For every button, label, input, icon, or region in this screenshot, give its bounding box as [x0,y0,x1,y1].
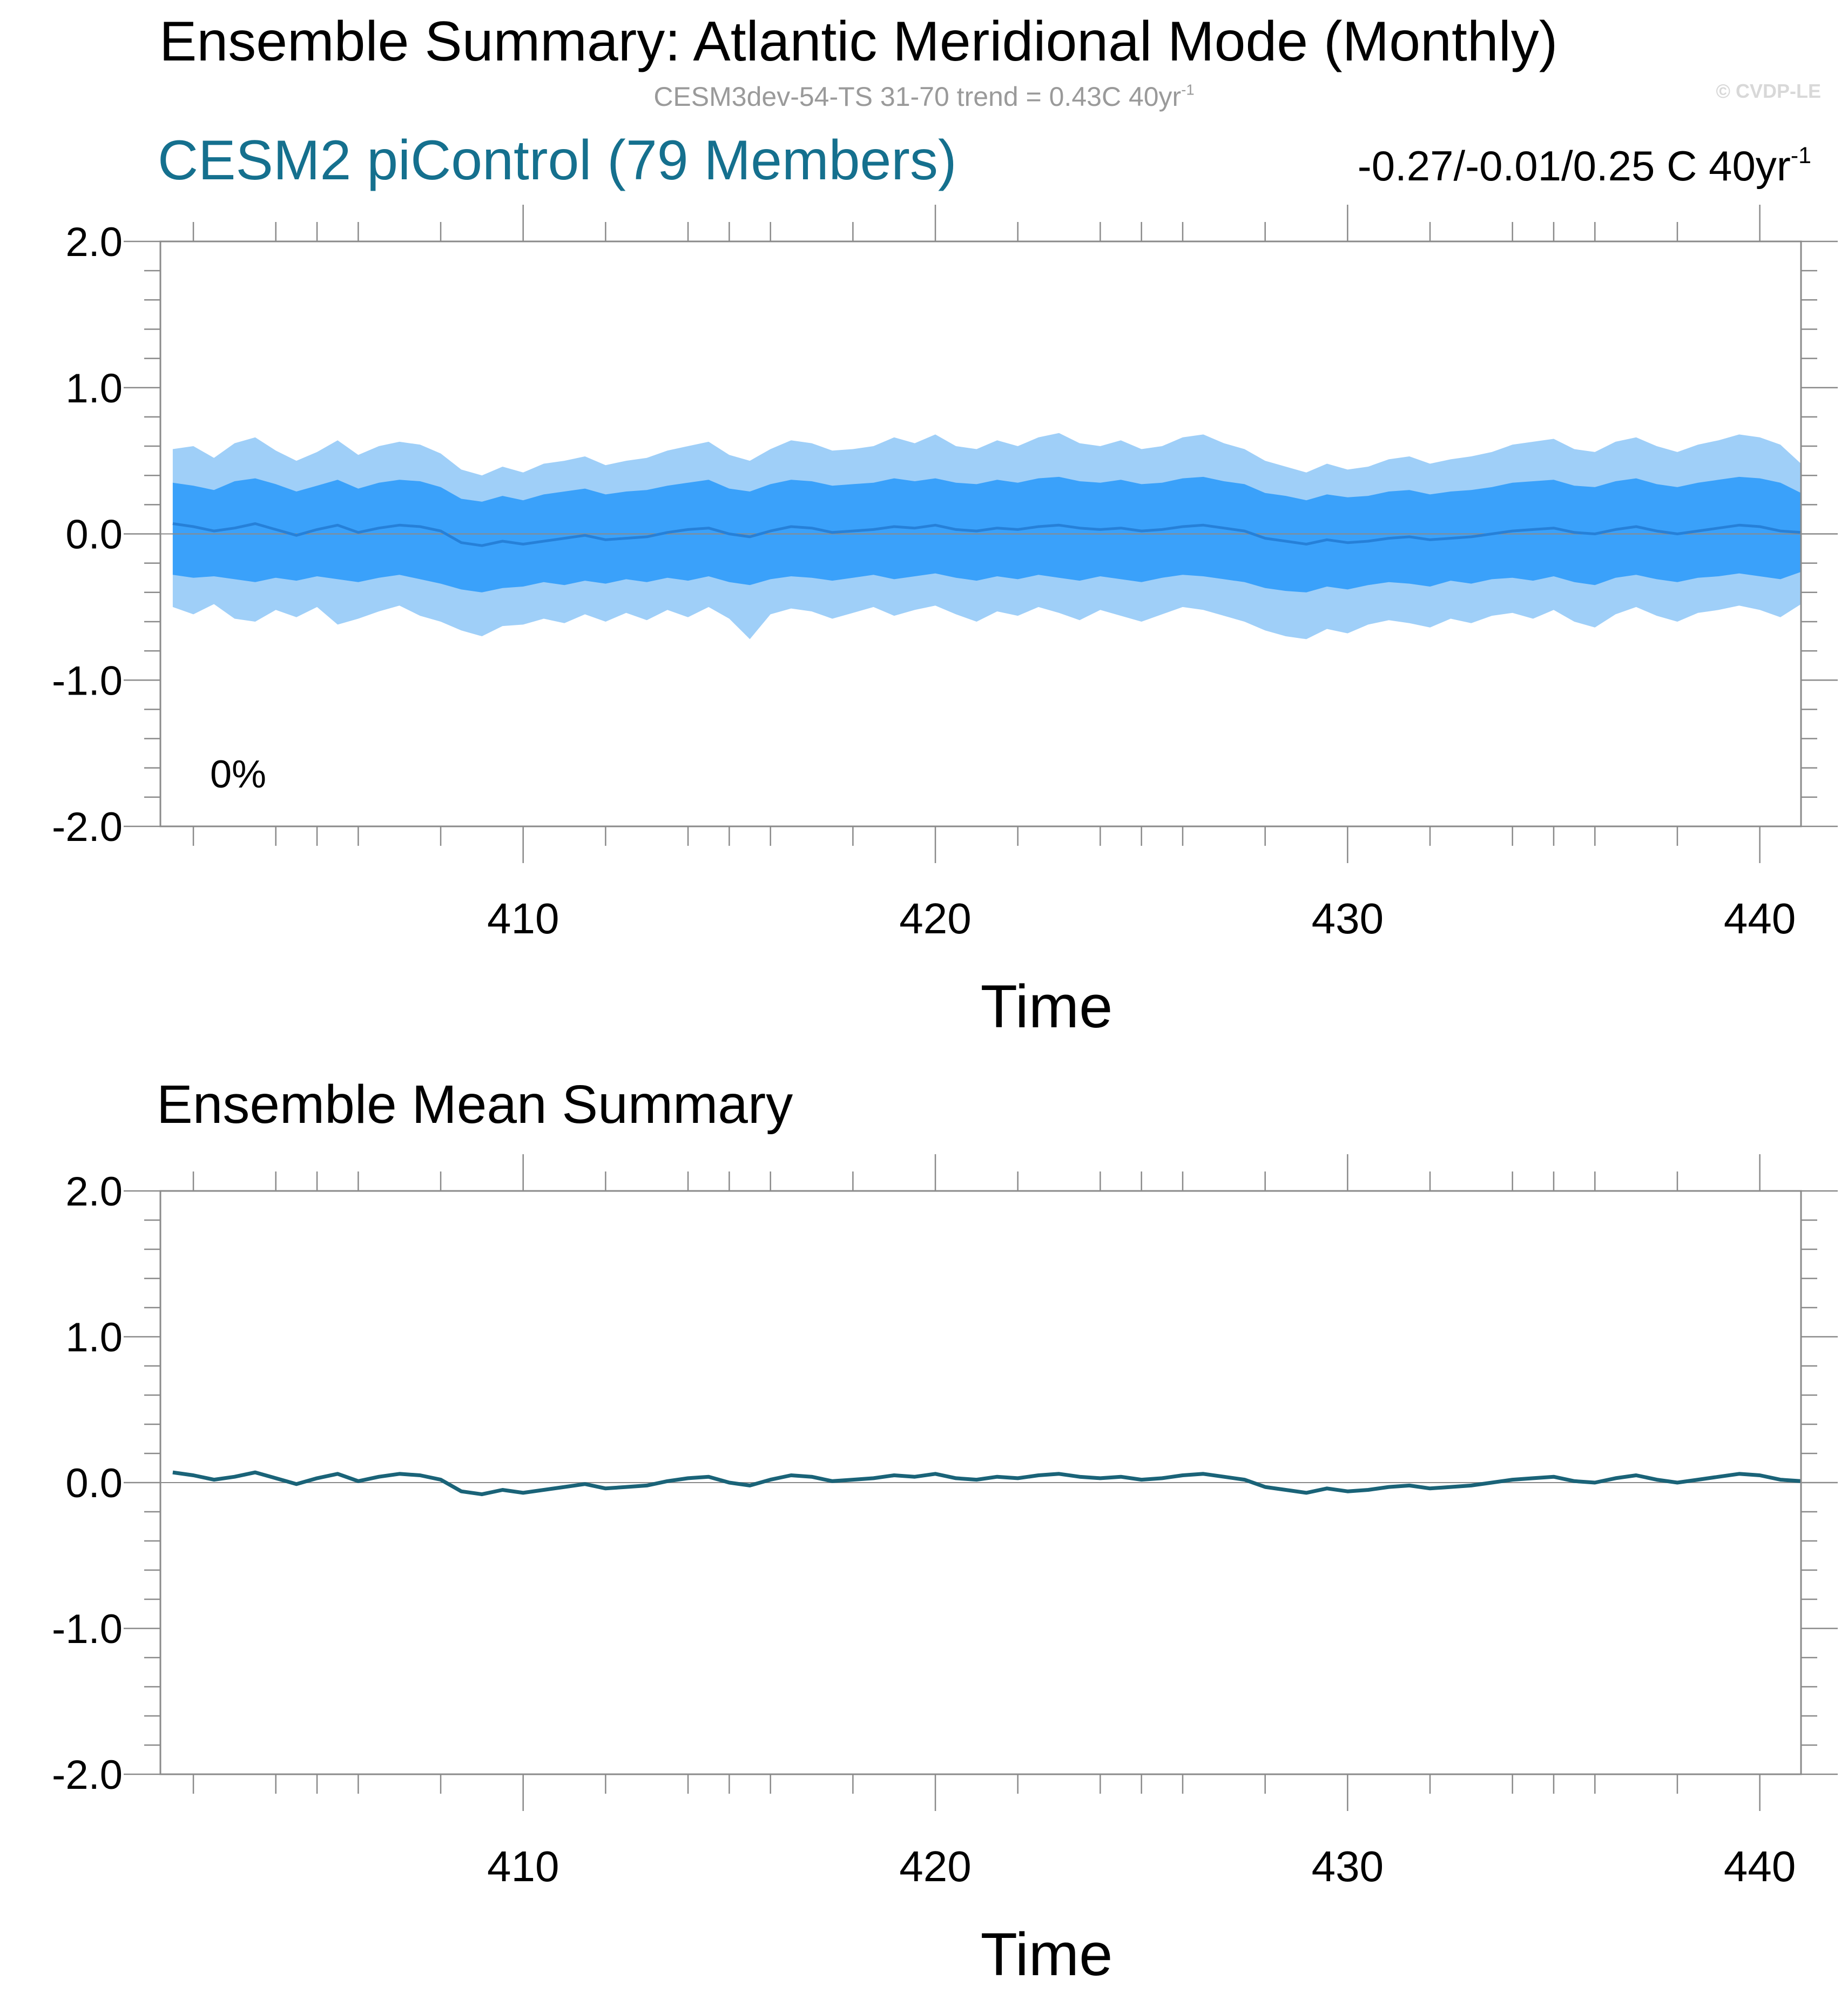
x-tick-label: 410 [487,894,559,942]
main-title: Ensemble Summary: Atlantic Meridional Mo… [159,10,1558,73]
x-tick-label: 440 [1724,894,1796,942]
subtitle-text: CESM3dev-54-TS 31-70 trend = 0.43C 40yr [653,82,1182,112]
y-tick-label: -2.0 [52,804,123,850]
ensemble-mean-line [172,522,1802,547]
x-axis-label: Time [981,973,1113,1040]
trend-range: -0.27/-0.01/0.25 C 40yr-1 [1358,142,1811,191]
y-tick-label: 2.0 [65,1169,123,1215]
y-tick-label: -2.0 [52,1752,123,1798]
x-tick-label: 430 [1312,894,1384,942]
x-axis-label: Time [981,1921,1113,1988]
x-tick-label: 420 [899,1842,971,1890]
percent-annotation: 0% [210,753,266,796]
x-tick-label: 410 [487,1842,559,1890]
y-tick-label: -1.0 [52,1606,123,1652]
credit-watermark: © CVDP-LE [1716,80,1821,102]
y-tick-label: 1.0 [65,1315,123,1361]
ensemble-spread-chart: 2.0 1.0 0.0 -1.0 -2.0 410 420 430 440 Time 0% [52,205,1838,1040]
ensemble-mean-line [172,1470,1802,1497]
x-tick-label: 430 [1312,1842,1384,1890]
bottom-chart-title: Ensemble Mean Summary [157,1074,793,1135]
y-tick-label: 1.0 [65,366,123,412]
percentile-band [172,476,1802,592]
series-title: CESM2 piControl (79 Members) [158,129,957,192]
trend-range-text: -0.27/-0.01/0.25 C 40yr [1357,142,1791,190]
y-tick-label: -1.0 [52,658,123,704]
subtitle: CESM3dev-54-TS 31-70 trend = 0.43C 40yr-… [0,81,1848,112]
y-tick-label: 0.0 [65,1460,123,1506]
subtitle-exponent: -1 [1181,81,1195,98]
y-tick-label: 2.0 [65,219,123,265]
x-tick-label: 440 [1724,1842,1796,1890]
y-tick-label: 0.0 [65,512,123,558]
ensemble-mean-chart: 2.0 1.0 0.0 -1.0 -2.0 410 420 430 440 Time [52,1154,1838,1988]
trend-range-exponent: -1 [1790,142,1811,169]
x-tick-label: 420 [899,894,971,942]
